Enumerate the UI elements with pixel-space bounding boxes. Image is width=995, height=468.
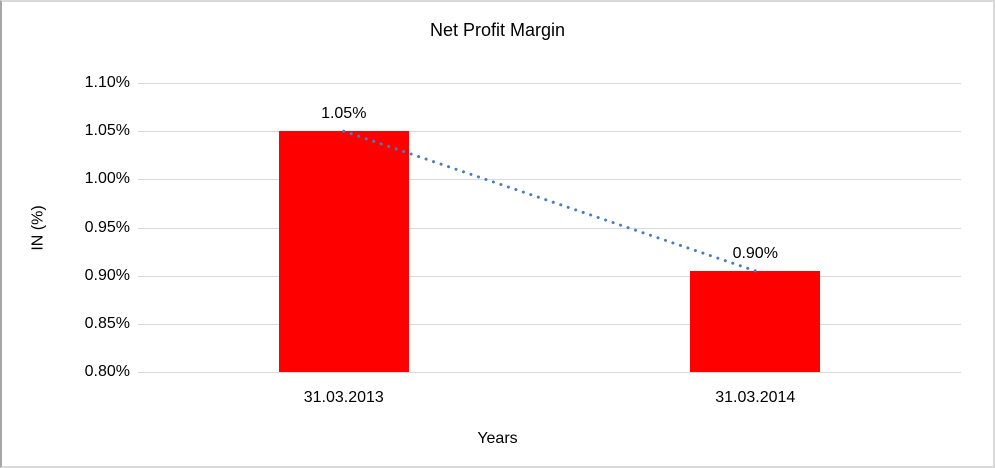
y-tick-label: 0.95% xyxy=(84,218,130,236)
y-tick-label: 0.80% xyxy=(84,363,130,380)
gridline xyxy=(138,131,961,132)
bar-31.03.2013 xyxy=(278,131,409,372)
gridline xyxy=(138,179,961,180)
y-tick-label: 1.00% xyxy=(84,170,130,188)
y-tick-label: 1.05% xyxy=(84,122,130,140)
y-tick-label: 1.10% xyxy=(84,74,130,91)
data-label: 1.05% xyxy=(321,105,367,123)
data-label: 0.90% xyxy=(732,244,778,262)
gridline xyxy=(138,83,961,84)
x-axis-title: Years xyxy=(477,430,518,447)
gridline xyxy=(138,276,961,277)
chart-title: Net Profit Margin xyxy=(429,20,566,40)
gridline xyxy=(138,228,961,229)
gridline xyxy=(138,324,961,325)
x-tick-label: 31.03.2014 xyxy=(715,389,796,406)
x-tick-label: 31.03.2013 xyxy=(303,389,384,406)
gridline xyxy=(138,372,961,373)
y-tick-label: 0.85% xyxy=(84,314,130,332)
bar-31.03.2014 xyxy=(690,270,821,372)
y-tick-label: 0.90% xyxy=(84,266,130,284)
